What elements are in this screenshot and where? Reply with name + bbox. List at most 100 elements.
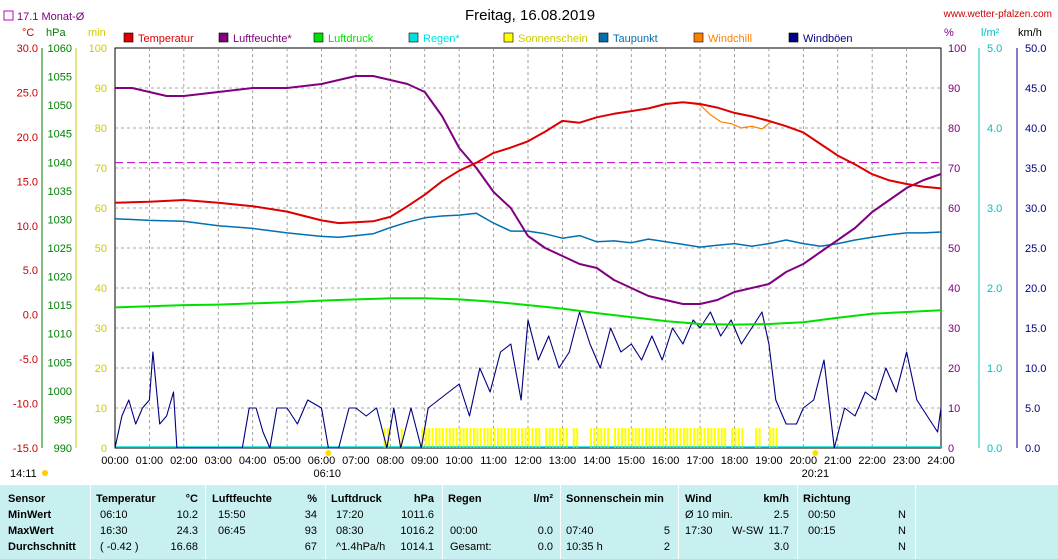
temp-axis-tick: 5.0 xyxy=(23,265,38,277)
sunshine-bar xyxy=(662,428,665,448)
legend-swatch xyxy=(693,32,704,43)
sunshine-bar xyxy=(534,428,537,448)
sunshine-bar xyxy=(620,428,623,448)
stats-cell-rain_val: 0.0 xyxy=(537,525,553,537)
sunshine-bar xyxy=(472,428,475,448)
humidity-axis-tick: 10 xyxy=(948,403,960,415)
temp-axis-tick: -15.0 xyxy=(13,443,38,455)
stats-header-sensor: Sensor xyxy=(8,493,46,505)
x-tick-label: 11:00 xyxy=(480,455,507,467)
stats-cell-dir_val: N xyxy=(898,541,906,553)
percent-unit-label: % xyxy=(944,27,954,39)
sunshine-bar xyxy=(548,428,551,448)
sunshine-bar xyxy=(521,428,524,448)
wind-axis-tick: 50.0 xyxy=(1025,43,1046,55)
stats-cell-temp_time: 16:30 xyxy=(100,525,128,537)
sunshine-bar xyxy=(531,428,534,448)
stats-cell-wind_val: 11.7 xyxy=(768,525,789,537)
stats-cell-dir_val: N xyxy=(898,525,906,537)
sunshine-min-axis-tick: 70 xyxy=(95,163,107,175)
sunshine-min-axis-tick: 100 xyxy=(89,43,107,55)
sunshine-bar xyxy=(455,428,458,448)
sunshine-bar xyxy=(555,428,558,448)
stats-header-dir: Richtung xyxy=(803,493,851,505)
sunshine-bar xyxy=(672,428,675,448)
temp-axis-tick: 30.0 xyxy=(17,43,38,55)
stats-column-divider xyxy=(915,485,916,559)
humidity-axis-tick: 0 xyxy=(948,443,954,455)
stats-cell-dir_time: 00:15 xyxy=(808,525,836,537)
pressure-axis-tick: 1055 xyxy=(48,72,72,84)
sunshine-bar xyxy=(438,428,441,448)
sunshine-bar xyxy=(462,428,465,448)
legend-swatch xyxy=(123,32,134,43)
stats-header-sun: Sonnenschein min xyxy=(566,493,664,505)
series-line-dewpoint xyxy=(114,212,942,248)
chart-title: Freitag, 16.08.2019 xyxy=(465,7,595,24)
stats-header-hum_unit: % xyxy=(307,493,317,505)
sunshine-bar xyxy=(435,428,438,448)
sunshine-bar xyxy=(503,428,506,448)
stats-header-press: Luftdruck xyxy=(331,493,382,505)
x-tick-label: 24:00 xyxy=(927,455,955,467)
stats-cell-temp_time: ( -0.42 ) xyxy=(100,541,139,553)
stats-cell-wind_dir: W-SW xyxy=(732,525,764,537)
stats-cell-press_time: ^1.4hPa/h xyxy=(336,541,386,553)
pressure-axis-tick: 1040 xyxy=(48,157,72,169)
sunshine-bar xyxy=(510,428,513,448)
legend-swatch xyxy=(313,32,324,43)
pressure-axis-tick: 1000 xyxy=(48,386,72,398)
stats-cell-temp_val: 24.3 xyxy=(176,525,198,537)
sunshine-bar xyxy=(593,428,596,448)
legend-swatch xyxy=(408,32,419,43)
sunshine-bar xyxy=(497,428,500,448)
stats-cell-press_time: 17:20 xyxy=(336,509,364,521)
wind-axis-tick: 35.0 xyxy=(1025,163,1046,175)
rain-axis-tick: 3.0 xyxy=(987,203,1002,215)
legend-label: Windböen xyxy=(803,33,853,45)
sunshine-bar xyxy=(665,428,668,448)
sunshine-bar xyxy=(486,428,489,448)
sunshine-bar xyxy=(655,428,658,448)
stats-cell-press_val: 1016.2 xyxy=(400,525,434,537)
stats-cell-wind_val: 2.5 xyxy=(773,509,789,521)
legend-label: Windchill xyxy=(708,33,752,45)
stats-cell-hum_val: 34 xyxy=(304,509,317,521)
stats-column-divider xyxy=(797,485,798,559)
pressure-axis-tick: 1020 xyxy=(48,272,72,284)
stats-cell-sun_val: 5 xyxy=(663,525,670,537)
stats-column-divider xyxy=(205,485,206,559)
sunshine-bar xyxy=(441,428,444,448)
stats-header-temp_unit: °C xyxy=(185,493,198,505)
sunshine-bar xyxy=(607,428,610,448)
pressure-axis-tick: 1005 xyxy=(48,357,72,369)
sunshine-bar xyxy=(459,428,462,448)
temp-axis-tick: 15.0 xyxy=(17,176,38,188)
current-time-label: 14:11 xyxy=(10,468,37,480)
legend-swatch xyxy=(218,32,229,43)
sunshine-bar xyxy=(693,428,696,448)
sun-marker-icon xyxy=(325,450,332,456)
x-tick-label: 23:00 xyxy=(893,455,921,467)
sunshine-bar xyxy=(421,428,424,448)
sunshine-bar xyxy=(483,428,486,448)
sunshine-bar xyxy=(706,428,709,448)
sunshine-bar xyxy=(507,428,510,448)
stats-header-hum: Luftfeuchte xyxy=(212,493,272,505)
sunshine-bar xyxy=(428,428,431,448)
stats-cell-wind_val: 3.0 xyxy=(773,541,789,553)
wind-axis-tick: 45.0 xyxy=(1025,83,1046,95)
stats-column-divider xyxy=(442,485,443,559)
sunshine-bar xyxy=(469,428,472,448)
sunshine-bar xyxy=(400,428,403,448)
sunshine-bar xyxy=(679,428,682,448)
site-label[interactable]: www.wetter-pfalzen.com xyxy=(943,9,1052,20)
rain-axis-tick: 1.0 xyxy=(987,363,1002,375)
stats-cell-rain_val: 0.0 xyxy=(537,541,553,553)
rain-axis-tick: 5.0 xyxy=(987,43,1002,55)
legend: Temperatur Luftfeuchte* Luftdruck Regen* Son… xyxy=(123,32,853,45)
stats-header-wind_unit: km/h xyxy=(763,493,789,505)
x-tick-label: 04:00 xyxy=(239,455,267,467)
x-tick-label: 02:00 xyxy=(170,455,198,467)
stats-cell-hum_val: 67 xyxy=(304,541,317,553)
